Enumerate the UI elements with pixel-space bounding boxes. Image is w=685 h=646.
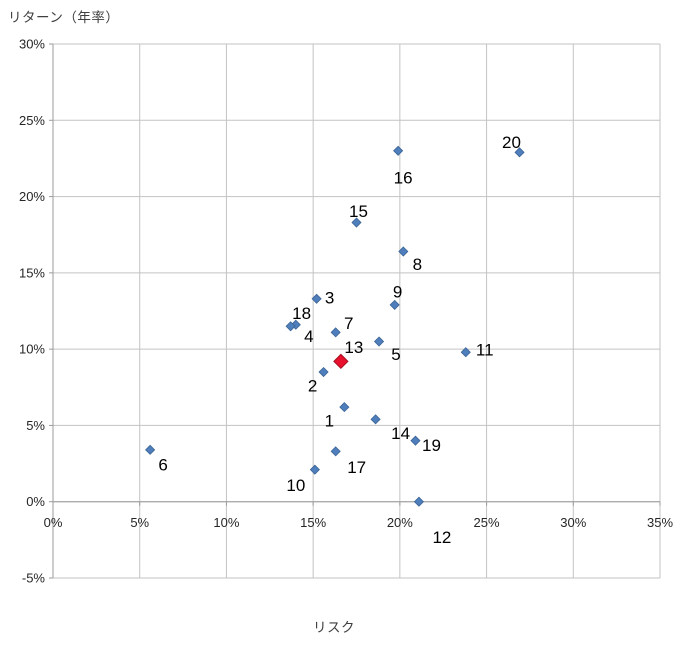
- data-point-label-8: 8: [413, 255, 422, 274]
- x-tick-label: 30%: [560, 515, 586, 530]
- data-point-label-18: 18: [292, 304, 311, 323]
- data-point-label-16: 16: [394, 168, 413, 187]
- data-point-3: [311, 293, 322, 304]
- data-point-label-10: 10: [286, 476, 305, 495]
- data-point-7: [330, 327, 341, 338]
- data-point-10: [309, 464, 320, 475]
- data-point-label-1: 1: [325, 412, 334, 431]
- y-tick-label: 20%: [19, 189, 45, 204]
- data-point-19: [410, 435, 421, 446]
- y-tick-label: 0%: [26, 494, 45, 509]
- x-axis-title: リスク: [313, 620, 355, 635]
- data-point-label-5: 5: [391, 345, 400, 364]
- data-point-12: [413, 496, 424, 507]
- data-point-6: [145, 444, 156, 455]
- data-point-label-4: 4: [304, 327, 313, 346]
- data-point-label-13: 13: [344, 338, 363, 357]
- y-tick-label: 25%: [19, 113, 45, 128]
- y-tick-label: 5%: [26, 418, 45, 433]
- data-point-15: [351, 217, 362, 228]
- data-point-17: [330, 446, 341, 457]
- data-point-label-20: 20: [502, 133, 521, 152]
- x-tick-label: 35%: [647, 515, 673, 530]
- data-point-label-12: 12: [432, 528, 451, 547]
- x-tick-label: 5%: [130, 515, 149, 530]
- data-point-5: [373, 336, 385, 347]
- data-point-label-17: 17: [347, 458, 366, 477]
- data-point-1: [339, 402, 350, 413]
- y-tick-label: 15%: [19, 265, 45, 280]
- x-tick-label: 15%: [300, 515, 326, 530]
- data-point-label-6: 6: [158, 455, 167, 474]
- data-point-label-15: 15: [349, 202, 368, 221]
- x-tick-label: 25%: [474, 515, 500, 530]
- y-tick-label: 10%: [19, 342, 45, 357]
- data-point-label-9: 9: [393, 282, 402, 301]
- data-point-label-7: 7: [344, 314, 353, 333]
- data-point-label-14: 14: [391, 424, 410, 443]
- x-tick-label: 20%: [387, 515, 413, 530]
- y-tick-label: 30%: [19, 37, 45, 52]
- data-point-8: [398, 246, 409, 257]
- data-point-label-2: 2: [308, 377, 317, 396]
- data-point-14: [370, 414, 381, 425]
- data-point-label-11: 11: [476, 341, 494, 360]
- data-point-16: [393, 145, 404, 156]
- data-point-2: [318, 366, 329, 378]
- x-tick-label: 10%: [213, 515, 239, 530]
- x-tick-label: 0%: [44, 515, 63, 530]
- data-point-label-19: 19: [422, 436, 441, 455]
- y-axis-title: リターン（年率）: [8, 10, 120, 25]
- data-point-label-3: 3: [325, 288, 334, 307]
- data-point-13: [333, 353, 349, 370]
- data-point-11: [460, 347, 471, 358]
- data-point-9: [389, 299, 400, 310]
- data-point-18: [285, 321, 296, 332]
- data-point-20: [514, 147, 525, 158]
- y-tick-label: -5%: [22, 571, 46, 586]
